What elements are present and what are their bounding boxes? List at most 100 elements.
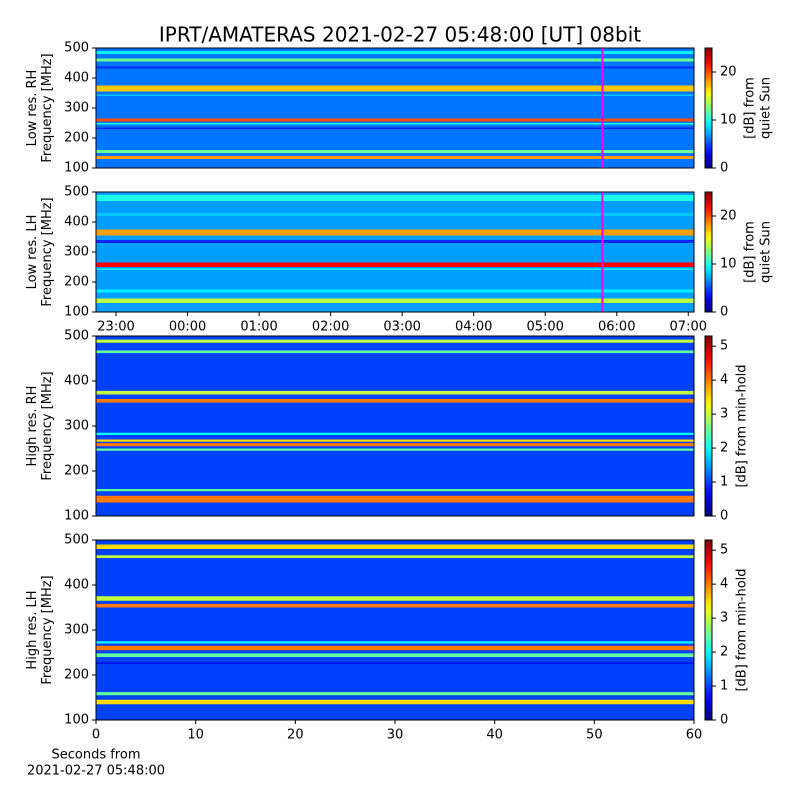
colorbar-tick-label: 2 — [720, 645, 728, 660]
x-axis-label: Seconds from — [51, 748, 140, 763]
x-tick-label: 20 — [287, 728, 304, 743]
y-tick-label: 200 — [64, 464, 89, 479]
colorbar-tick-label: 4 — [720, 373, 728, 388]
y-tick-label: 100 — [64, 161, 89, 176]
x-tick-label: 03:00 — [383, 320, 420, 335]
colorbar-label: [dB] from — [743, 221, 758, 283]
heatmap-band — [96, 544, 694, 549]
heatmap-background — [96, 192, 694, 312]
x-tick-label: 06:00 — [598, 320, 635, 335]
heatmap-band — [96, 213, 694, 216]
heatmap-band — [96, 699, 694, 705]
colorbar-tick-label: 2 — [720, 441, 728, 456]
colorbar-tick-label: 0 — [720, 161, 728, 176]
colorbar — [704, 191, 713, 313]
heatmap-band — [96, 195, 694, 201]
heatmap-band — [96, 448, 694, 451]
colorbar-label: [dB] from — [743, 77, 758, 139]
colorbar-tick-label: 20 — [720, 209, 737, 224]
y-tick-label: 500 — [64, 41, 89, 56]
colorbar — [704, 539, 713, 721]
colorbar-tick-label: 0 — [720, 305, 728, 320]
y-tick-label: 300 — [64, 419, 89, 434]
x-tick-label: 0 — [92, 728, 100, 743]
heatmap-band — [96, 85, 694, 92]
y-axis-label: Frequency [MHz] — [40, 371, 55, 480]
colorbar-tick-label: 1 — [720, 475, 728, 490]
heatmap-band — [96, 390, 694, 395]
colorbar-tick-label: 3 — [720, 611, 728, 626]
x-tick-label: 23:00 — [97, 320, 134, 335]
heatmap-band — [96, 289, 694, 293]
heatmap-band — [96, 350, 694, 354]
colorbar — [704, 335, 713, 517]
heatmap-band — [96, 298, 694, 303]
y-tick-label: 400 — [64, 374, 89, 389]
heatmap-background — [96, 540, 694, 720]
x-tick-label: 05:00 — [526, 320, 563, 335]
y-axis-label: Low res. LH — [25, 215, 40, 290]
x-tick-label: 04:00 — [455, 320, 492, 335]
y-tick-label: 200 — [64, 131, 89, 146]
y-axis-label: High res. LH — [25, 590, 40, 669]
heatmap-band — [96, 262, 694, 267]
x-tick-label: 40 — [486, 728, 503, 743]
y-tick-label: 500 — [64, 533, 89, 548]
heatmap-band — [96, 240, 694, 243]
y-axis-label: Frequency [MHz] — [40, 575, 55, 684]
y-tick-label: 300 — [64, 245, 89, 260]
heatmap-band — [96, 641, 694, 644]
y-axis-label: High res. RH — [25, 386, 40, 467]
y-tick-label: 500 — [64, 329, 89, 344]
heatmap-band — [96, 123, 694, 125]
x-tick-label: 07:00 — [670, 320, 707, 335]
y-tick-label: 100 — [64, 305, 89, 320]
x-axis-label: 2021-02-27 05:48:00 — [27, 764, 165, 779]
colorbar-tick-label: 0 — [720, 713, 728, 728]
y-tick-label: 400 — [64, 71, 89, 86]
heatmap-band — [96, 692, 694, 696]
y-tick-label: 100 — [64, 509, 89, 524]
colorbar-tick-label: 1 — [720, 679, 728, 694]
y-tick-label: 200 — [64, 275, 89, 290]
heatmap-band — [96, 653, 694, 657]
heatmap-band — [96, 58, 694, 62]
colorbar — [704, 47, 713, 169]
y-tick-label: 100 — [64, 713, 89, 728]
x-tick-label: 30 — [387, 728, 404, 743]
x-tick-label: 60 — [686, 728, 703, 743]
colorbar-tick-label: 3 — [720, 407, 728, 422]
x-tick-label: 02:00 — [312, 320, 349, 335]
heatmap-band — [96, 229, 694, 236]
heatmap-band — [96, 603, 694, 608]
heatmap-band — [96, 150, 694, 153]
heatmap-band — [96, 268, 694, 270]
colorbar-tick-label: 0 — [720, 509, 728, 524]
heatmap-band — [96, 495, 694, 503]
heatmap-band — [96, 399, 694, 403]
colorbar-label: quiet Sun — [759, 221, 774, 283]
heatmap-band — [96, 432, 694, 435]
y-tick-label: 300 — [64, 623, 89, 638]
heatmap-band — [96, 51, 694, 54]
heatmap-band — [96, 555, 694, 558]
heatmap-band — [96, 66, 694, 69]
heatmap-band — [96, 645, 694, 651]
y-tick-label: 300 — [64, 101, 89, 116]
y-tick-label: 500 — [64, 185, 89, 200]
y-axis-label: Low res. RH — [25, 70, 40, 147]
heatmap-band — [96, 156, 694, 159]
heatmap-band — [96, 339, 694, 343]
colorbar-tick-label: 5 — [720, 339, 728, 354]
heatmap-band — [96, 94, 694, 96]
figure-title: IPRT/AMATERAS 2021-02-27 05:48:00 [UT] 0… — [159, 23, 641, 47]
x-tick-label: 50 — [586, 728, 603, 743]
y-axis-label: Frequency [MHz] — [40, 197, 55, 306]
colorbar-label: quiet Sun — [759, 77, 774, 139]
heatmap-band — [96, 489, 694, 492]
heatmap-band — [96, 596, 694, 601]
y-axis-label: Frequency [MHz] — [40, 53, 55, 162]
heatmap-band — [96, 127, 694, 129]
colorbar-tick-label: 10 — [720, 113, 737, 128]
